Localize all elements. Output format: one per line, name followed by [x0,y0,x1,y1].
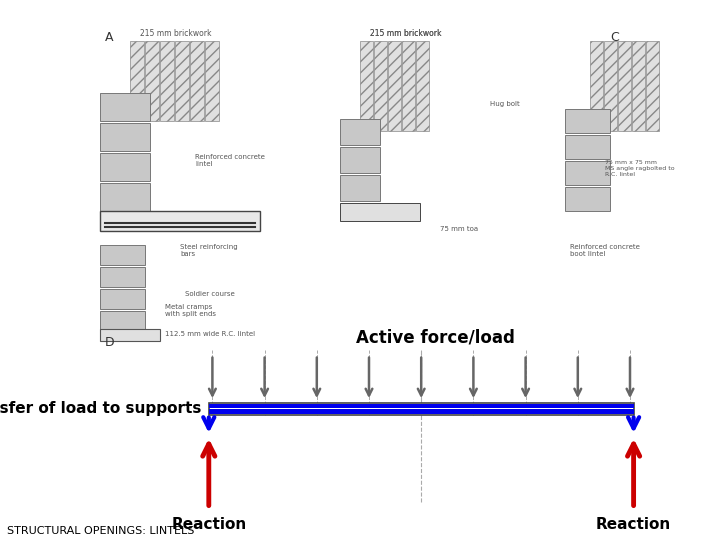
Text: 75 mm toa: 75 mm toa [440,226,478,232]
Bar [421,409,634,414]
Text: 112.5 mm wide R.C. lintel: 112.5 mm wide R.C. lintel [165,331,255,337]
Bar [209,403,634,415]
Text: Metal cramps
with split ends: Metal cramps with split ends [165,304,216,317]
Bar [590,41,603,131]
Bar [340,175,380,201]
Bar [402,41,415,131]
Text: Active force/load: Active force/load [356,328,515,346]
Bar [646,41,659,131]
Text: 215 mm brickwork: 215 mm brickwork [370,29,441,38]
Text: 215 mm brickwork: 215 mm brickwork [140,29,212,38]
Bar [100,289,145,309]
Bar [205,41,219,121]
Text: Reinforced concrete
lintel: Reinforced concrete lintel [195,154,265,167]
Bar [340,203,420,221]
Bar [175,41,189,121]
Text: A: A [105,31,114,44]
Bar [100,153,150,181]
Bar [388,41,401,131]
Bar [160,41,174,121]
Bar [130,41,144,121]
Bar [565,109,610,133]
Text: D: D [105,336,114,349]
Bar [632,41,645,131]
Bar [100,183,150,211]
Bar [209,404,634,408]
Bar [100,329,160,341]
Bar [565,135,610,159]
Text: Steel reinforcing
bars: Steel reinforcing bars [180,244,238,257]
Text: Soldier course: Soldier course [185,291,235,297]
Text: Hug bolt: Hug bolt [490,101,520,107]
Bar [374,41,387,131]
Bar [100,267,145,287]
Bar [416,41,429,131]
Text: Reinforced concrete
boot lintel: Reinforced concrete boot lintel [570,244,640,257]
Bar [209,409,421,414]
Bar [100,93,150,121]
Text: 75 mm x 75 mm
MS angle ragbolted to
R.C. lintel: 75 mm x 75 mm MS angle ragbolted to R.C.… [605,160,675,177]
Bar [604,41,617,131]
Text: STRUCTURAL OPENINGS: LINTELS: STRUCTURAL OPENINGS: LINTELS [7,526,194,536]
Bar [565,187,610,211]
Bar [100,211,260,231]
Bar [340,147,380,173]
Text: 215 mm brickwork: 215 mm brickwork [370,29,441,38]
Text: Transfer of load to supports: Transfer of load to supports [0,401,202,416]
Bar [340,119,380,145]
Bar [190,41,204,121]
Bar [360,41,373,131]
Bar [618,41,631,131]
Bar [145,41,159,121]
Bar [100,245,145,265]
Text: C: C [610,31,618,44]
Bar [100,311,145,331]
Bar [100,123,150,151]
Bar [565,161,610,185]
Text: Reaction: Reaction [171,517,246,532]
Text: Reaction: Reaction [596,517,671,532]
